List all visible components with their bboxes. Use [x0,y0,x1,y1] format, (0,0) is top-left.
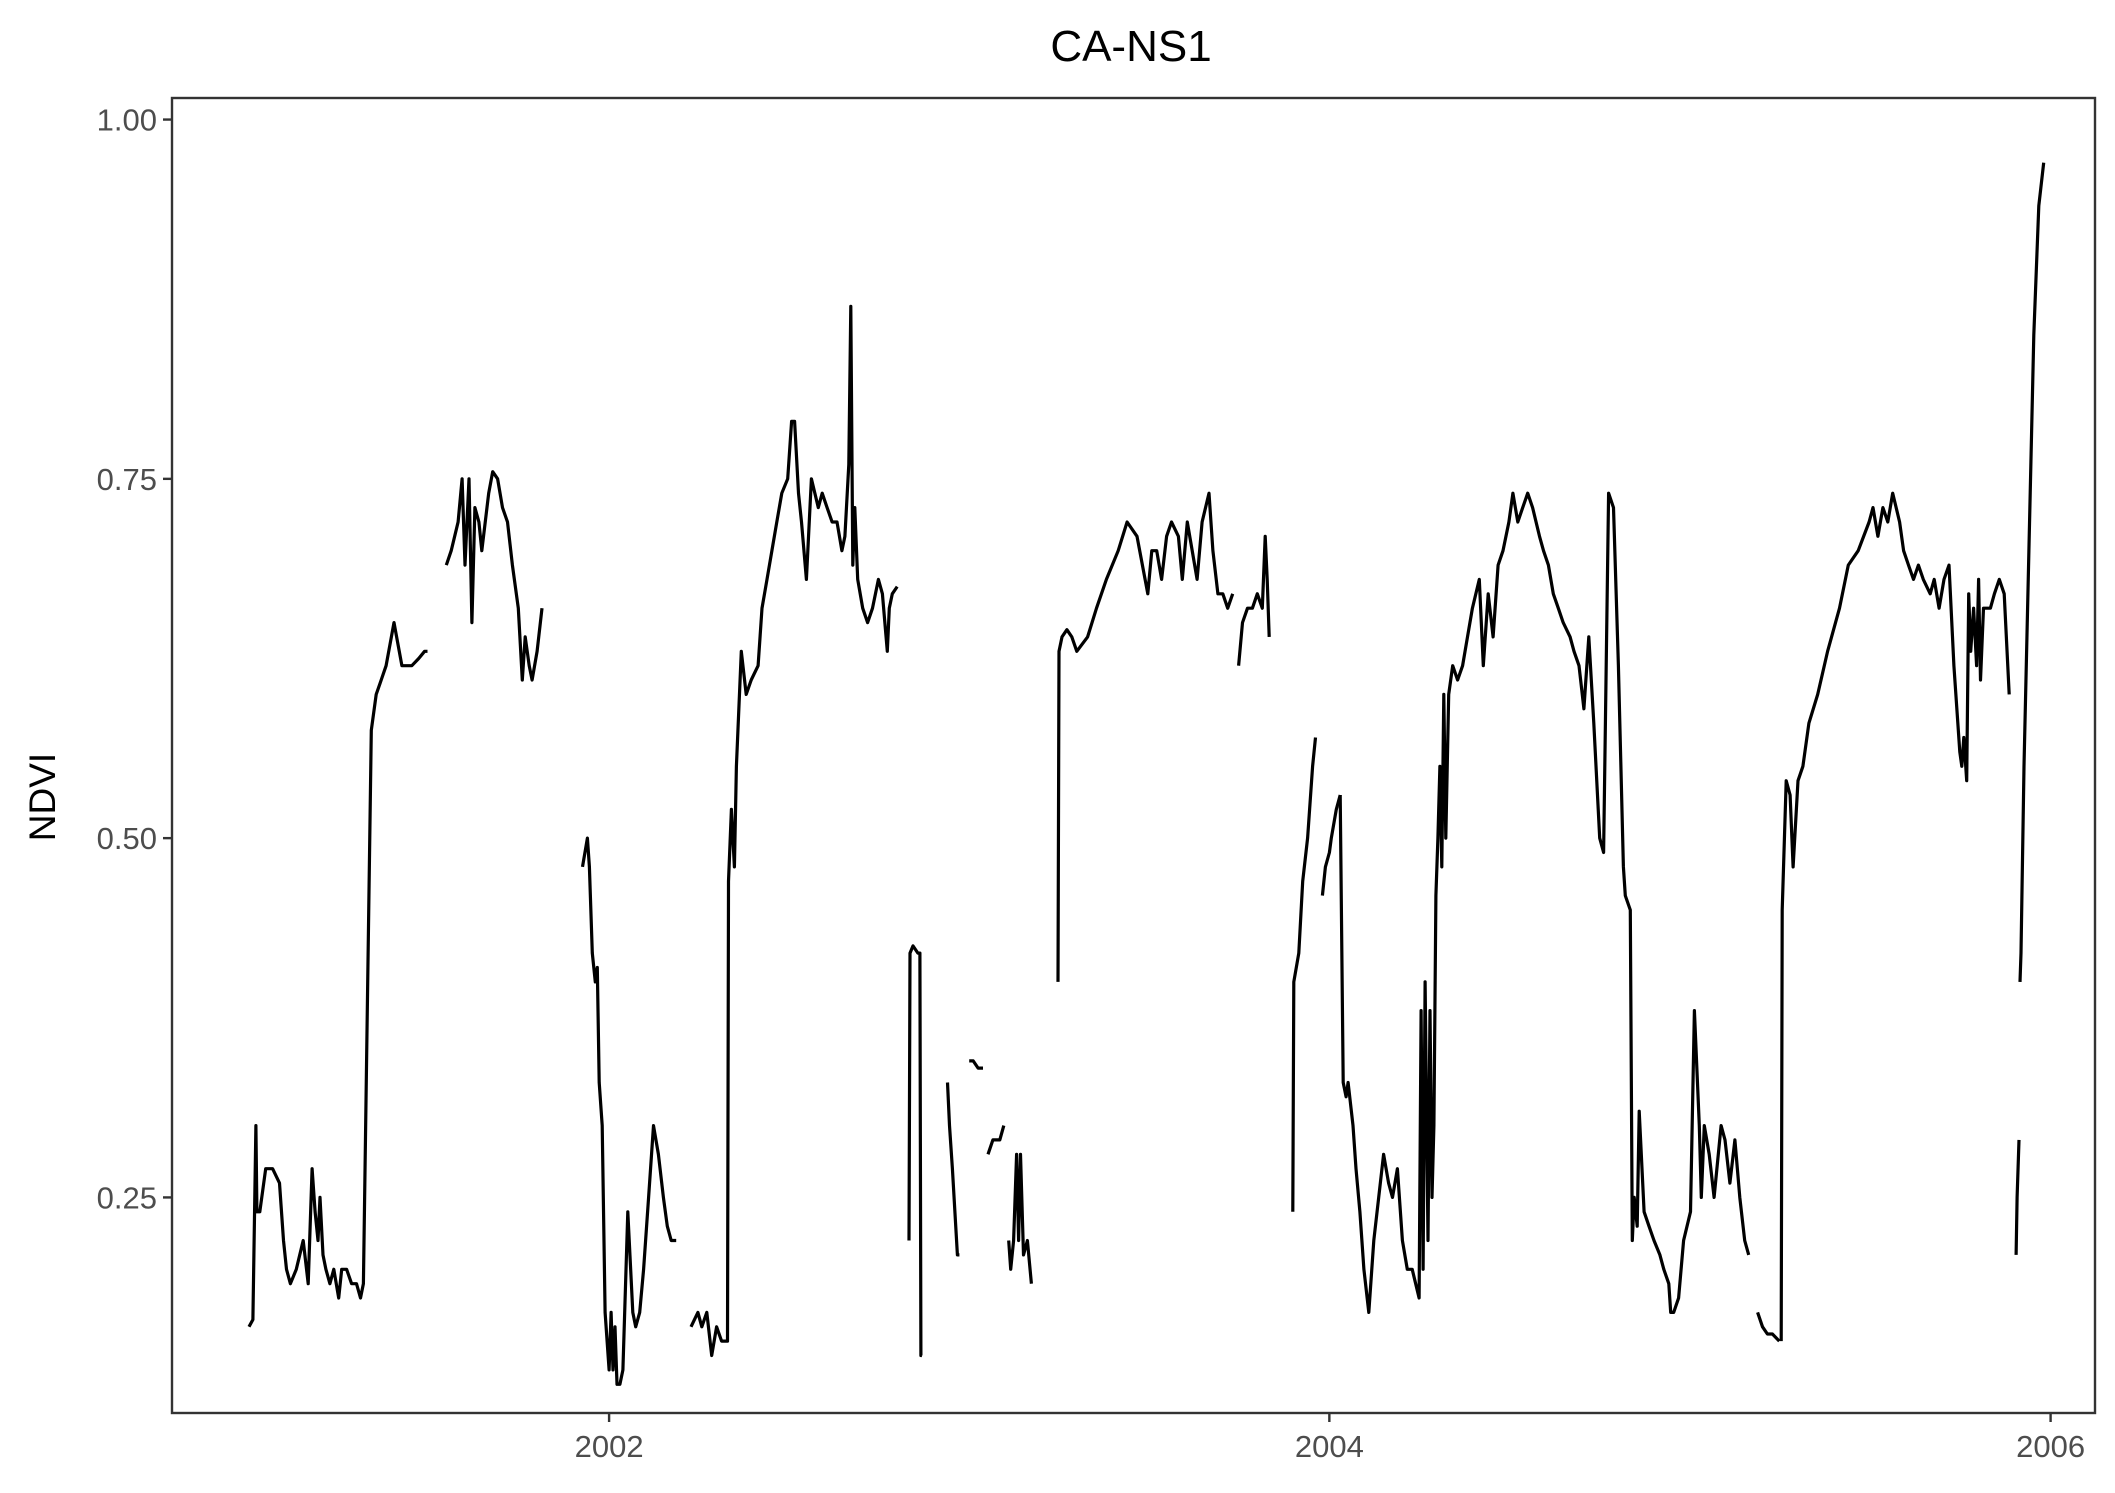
plot-area [247,162,2046,1386]
ndvi-line-segment [2018,162,2046,982]
x-tick-label: 2002 [575,1429,644,1464]
ndvi-line-segment [1291,737,1318,1212]
ndvi-line-segment [2014,1139,2021,1255]
ndvi-line-segment [945,1082,960,1257]
y-tick-label: 0.25 [97,1180,157,1215]
x-tick-label: 2004 [1295,1429,1364,1464]
ndvi-line-segment [907,944,923,1358]
ndvi-line-segment [247,620,428,1328]
plot-panel-border [170,96,2097,1415]
ndvi-line-segment [1056,491,1235,982]
y-tick-label: 0.50 [97,821,157,856]
ndvi-line-segment [986,1125,1006,1155]
ndvi-line-segment [1237,534,1271,666]
ndvi-line-segment [1779,491,2011,1342]
x-tick-label: 2006 [2016,1429,2085,1464]
chart-title: CA-NS1 [1050,22,1211,71]
ndvi-line-segment [969,1059,983,1070]
y-tick-label: 1.00 [97,103,157,138]
ndvi-line-segment [580,836,677,1386]
axes: 0.25 0.50 0.75 1.00 2002 2004 2006 [97,103,2085,1464]
ndvi-line-segment [444,470,544,682]
ndvi-line-segment [1007,1152,1033,1284]
ndvi-line-segment [689,304,899,1358]
y-axis-label: NDVI [22,753,63,841]
ndvi-line-segment [1621,866,1751,1315]
ndvi-line-segment [1756,1311,1781,1343]
y-tick-label: 0.75 [97,462,157,497]
ndvi-line-segment [1338,491,1625,1315]
ndvi-line-segment [1320,794,1342,896]
